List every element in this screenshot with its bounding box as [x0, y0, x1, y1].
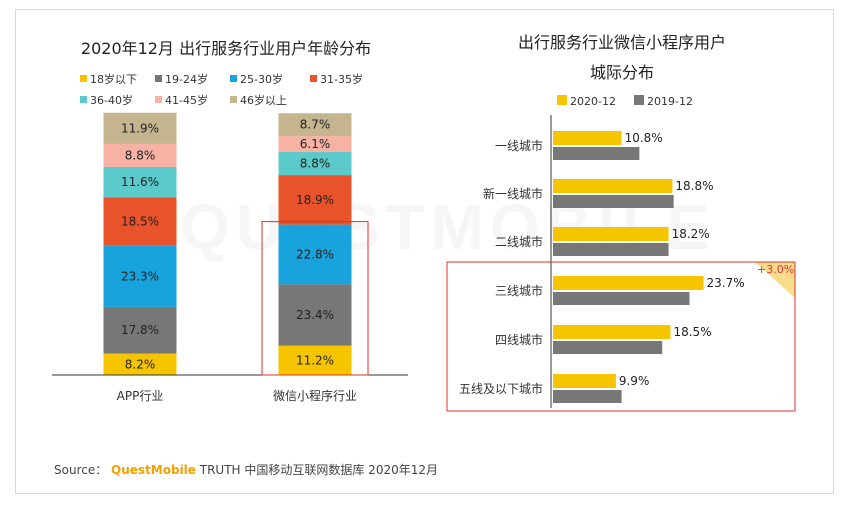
bar-value-label: 18.5%	[673, 325, 711, 339]
city-label: 新一线城市	[483, 186, 543, 201]
stack-segment	[103, 166, 177, 198]
stack-value-label: 18.5%	[121, 215, 159, 229]
source-prefix: Source：	[54, 463, 112, 477]
stack-value-label: 11.2%	[296, 353, 334, 367]
stack-value-label: 8.7%	[300, 118, 331, 132]
stack-segment	[278, 284, 352, 346]
chart2-title-line2: 城际分布	[590, 63, 654, 82]
stack-value-label: 17.8%	[121, 323, 159, 337]
bar-2020	[553, 325, 671, 339]
highlight-box	[261, 221, 369, 376]
legend-label-6: 46岁以上	[240, 93, 287, 107]
stack-value-label: 8.8%	[125, 148, 156, 162]
legend-label-0: 18岁以下	[90, 72, 137, 86]
stack-segment	[103, 245, 177, 307]
bar-2020	[553, 131, 622, 145]
bar-2019	[553, 243, 669, 256]
legend-label-1: 19-24岁	[165, 72, 208, 86]
bar-2019	[553, 292, 690, 305]
bar-value-label: 10.8%	[625, 131, 663, 145]
source-suffix: TRUTH 中国移动互联网数据库 2020年12月	[195, 463, 438, 477]
stack-segment	[103, 353, 177, 375]
category-label: 微信小程序行业	[273, 388, 357, 403]
highlight-box-2	[446, 261, 796, 412]
legend2-swatch-0	[557, 95, 567, 105]
stack-segment	[278, 224, 352, 285]
city-label: 四线城市	[495, 332, 543, 347]
stack-value-label: 18.9%	[296, 193, 334, 207]
stack-segment	[278, 345, 352, 375]
source-brand: QuestMobile	[111, 463, 196, 477]
bar-2019	[553, 390, 622, 403]
stack-segment	[103, 112, 177, 144]
bar-value-label: 18.2%	[672, 227, 710, 241]
bar-value-label: 18.8%	[675, 179, 713, 193]
bar-2020	[553, 374, 616, 388]
stack-segment	[278, 113, 352, 137]
bar-2020	[553, 179, 673, 193]
annotation-triangle	[755, 262, 795, 298]
annotation-text: +3.0%	[757, 263, 794, 276]
stack-segment	[278, 136, 352, 153]
legend-label-5: 41-45岁	[165, 93, 208, 107]
bar-2019	[553, 147, 640, 160]
bar-value-label: 9.9%	[619, 374, 650, 388]
bar-2020	[553, 227, 669, 241]
bar-2019	[553, 195, 674, 208]
legend-swatch-3	[310, 75, 317, 82]
stack-value-label: 22.8%	[296, 247, 334, 261]
bar-2020	[553, 276, 704, 290]
legend-swatch-6	[230, 96, 237, 103]
legend2-swatch-1	[634, 95, 644, 105]
legend-label-3: 31-35岁	[320, 72, 363, 86]
legend-swatch-0	[80, 75, 87, 82]
stack-value-label: 6.1%	[300, 137, 331, 151]
stack-value-label: 23.3%	[121, 269, 159, 283]
chart2-title-line1: 出行服务行业微信小程序用户	[518, 33, 726, 52]
stack-value-label: 8.2%	[125, 357, 156, 371]
legend-label-4: 36-40岁	[90, 93, 133, 107]
legend-swatch-1	[155, 75, 162, 82]
legend-label-2: 25-30岁	[240, 72, 283, 86]
city-label: 二线城市	[495, 234, 543, 249]
source-note: Source： QuestMobile TRUTH 中国移动互联网数据库 202…	[54, 461, 438, 478]
city-label: 一线城市	[495, 138, 543, 153]
chart1-title: 2020年12月 出行服务行业用户年龄分布	[81, 39, 371, 58]
legend2-label-1: 2019-12	[647, 95, 693, 108]
legend-swatch-5	[155, 96, 162, 103]
stack-value-label: 11.9%	[121, 121, 159, 135]
bar-2019	[553, 341, 663, 354]
stack-segment	[278, 175, 352, 225]
stack-segment	[103, 143, 177, 167]
stack-value-label: 8.8%	[300, 157, 331, 171]
stack-value-label: 23.4%	[296, 308, 334, 322]
bar-value-label: 23.7%	[706, 276, 744, 290]
legend-swatch-4	[80, 96, 87, 103]
stack-segment	[103, 197, 177, 246]
category-label: APP行业	[117, 389, 164, 403]
stack-value-label: 11.6%	[121, 175, 159, 189]
city-label: 三线城市	[495, 283, 543, 298]
stack-segment	[278, 152, 352, 176]
stack-segment	[103, 306, 177, 354]
city-label: 五线及以下城市	[459, 381, 543, 396]
legend-swatch-2	[230, 75, 237, 82]
legend2-label-0: 2020-12	[570, 95, 616, 108]
